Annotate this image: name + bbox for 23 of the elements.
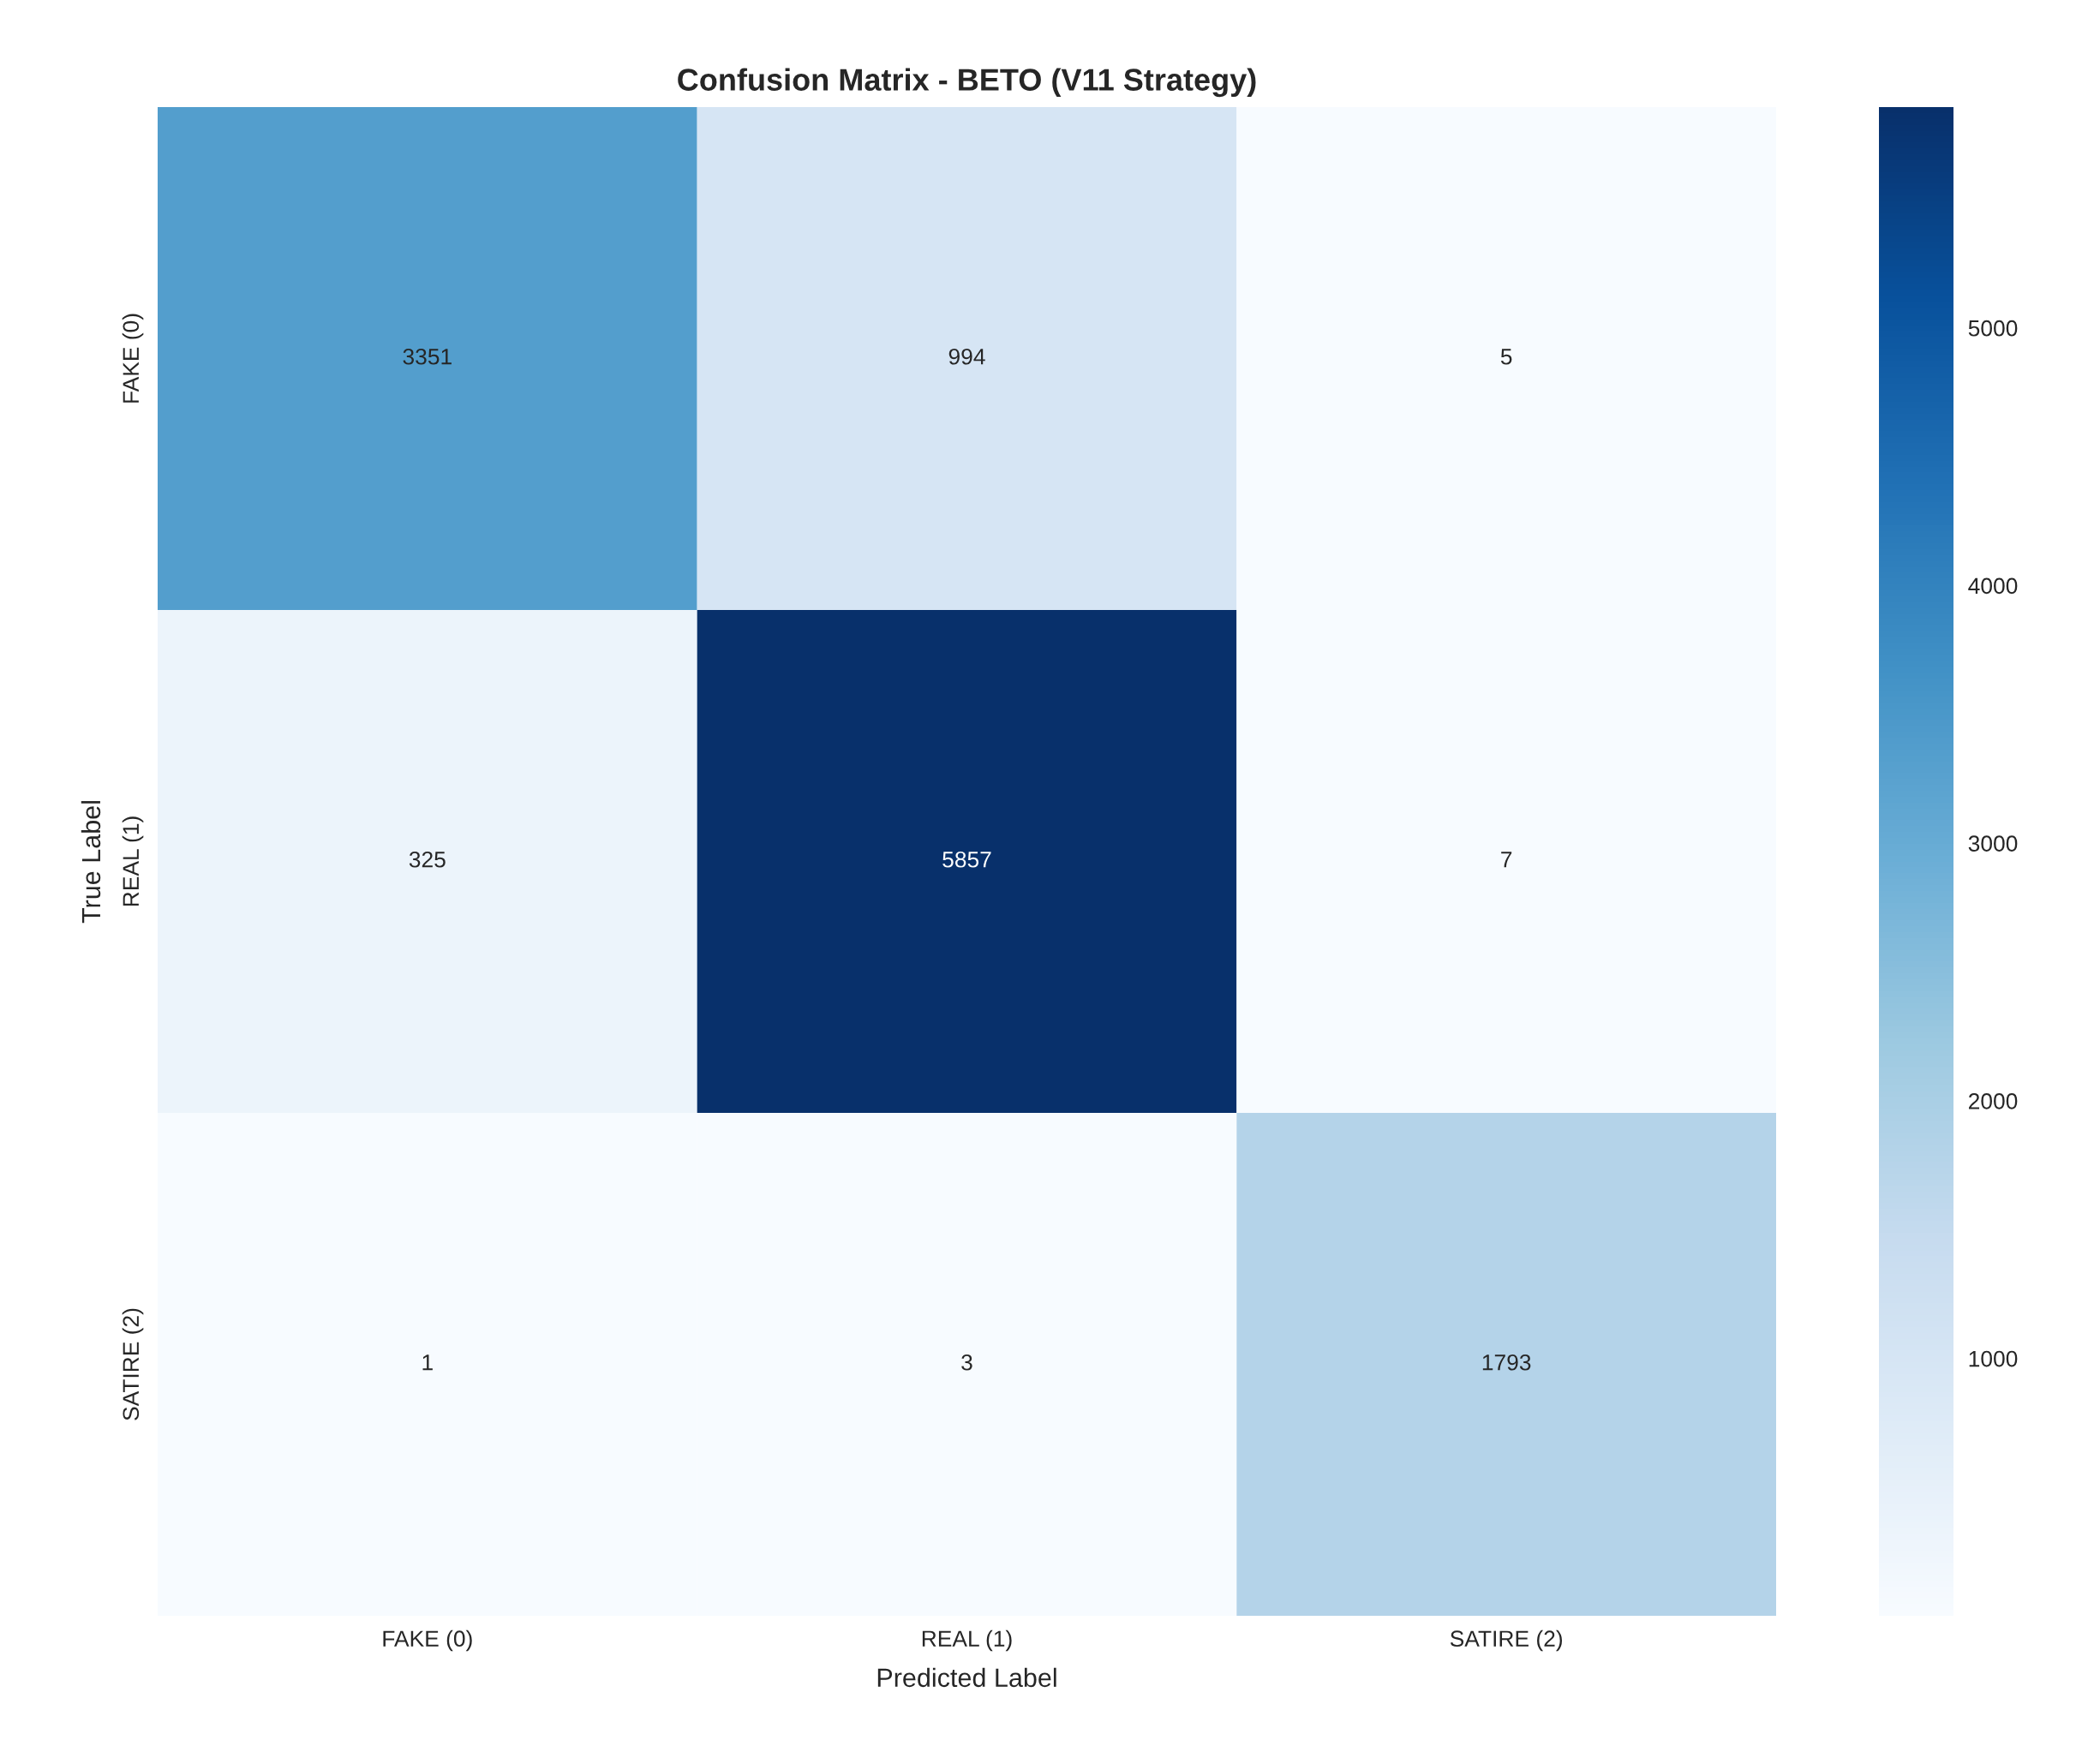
data-label: 325 <box>409 851 446 868</box>
data-label: 994 <box>948 348 985 365</box>
y-tick-label: REAL (1) <box>122 816 144 906</box>
x-tick-label: FAKE (0) <box>383 1629 472 1652</box>
color-bar-label: 2000 <box>1968 1093 2018 1109</box>
data-label: 3 <box>961 1354 972 1371</box>
data-label: 1793 <box>1482 1354 1531 1371</box>
y-axis-title: True Label <box>81 801 101 924</box>
color-bar-label: 5000 <box>1968 320 2018 337</box>
color-bar-label: 4000 <box>1968 577 2018 595</box>
x-tick-label: REAL (1) <box>922 1629 1012 1652</box>
color-bar-label: 1000 <box>1969 1350 2018 1367</box>
color-bar-label: 3000 <box>1968 835 2018 852</box>
data-label: 5 <box>1500 349 1512 365</box>
x-tick-label: SATIRE (2) <box>1450 1629 1562 1652</box>
data-label: 3351 <box>403 348 452 365</box>
x-axis-title: Predicted Label <box>877 1667 1056 1688</box>
data-label: 1 <box>422 1354 433 1371</box>
y-tick-label: FAKE (0) <box>122 314 144 403</box>
y-tick-label: SATIRE (2) <box>122 1308 144 1420</box>
data-label: 7 <box>1501 852 1512 868</box>
chart-title: Confusion Matrix - BETO (V11 Strategy) <box>678 68 1256 98</box>
data-label: 5857 <box>942 851 991 868</box>
